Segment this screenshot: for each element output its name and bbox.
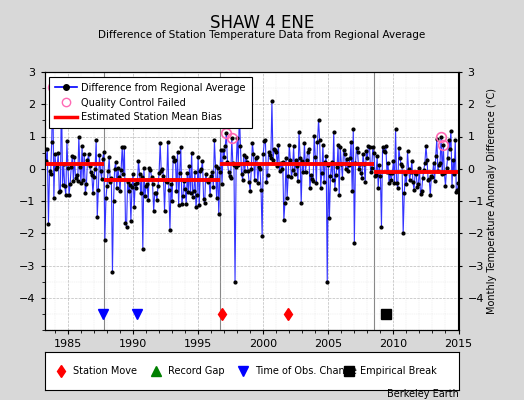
Text: SHAW 4 ENE: SHAW 4 ENE: [210, 14, 314, 32]
Text: Station Move: Station Move: [73, 366, 137, 376]
Legend: Difference from Regional Average, Quality Control Failed, Estimated Station Mean: Difference from Regional Average, Qualit…: [49, 77, 252, 128]
Text: Berkeley Earth: Berkeley Earth: [387, 389, 458, 399]
Y-axis label: Monthly Temperature Anomaly Difference (°C): Monthly Temperature Anomaly Difference (…: [487, 88, 497, 314]
Text: Record Gap: Record Gap: [168, 366, 224, 376]
Text: Difference of Station Temperature Data from Regional Average: Difference of Station Temperature Data f…: [99, 30, 425, 40]
Text: Empirical Break: Empirical Break: [361, 366, 437, 376]
Text: Time of Obs. Change: Time of Obs. Change: [255, 366, 357, 376]
